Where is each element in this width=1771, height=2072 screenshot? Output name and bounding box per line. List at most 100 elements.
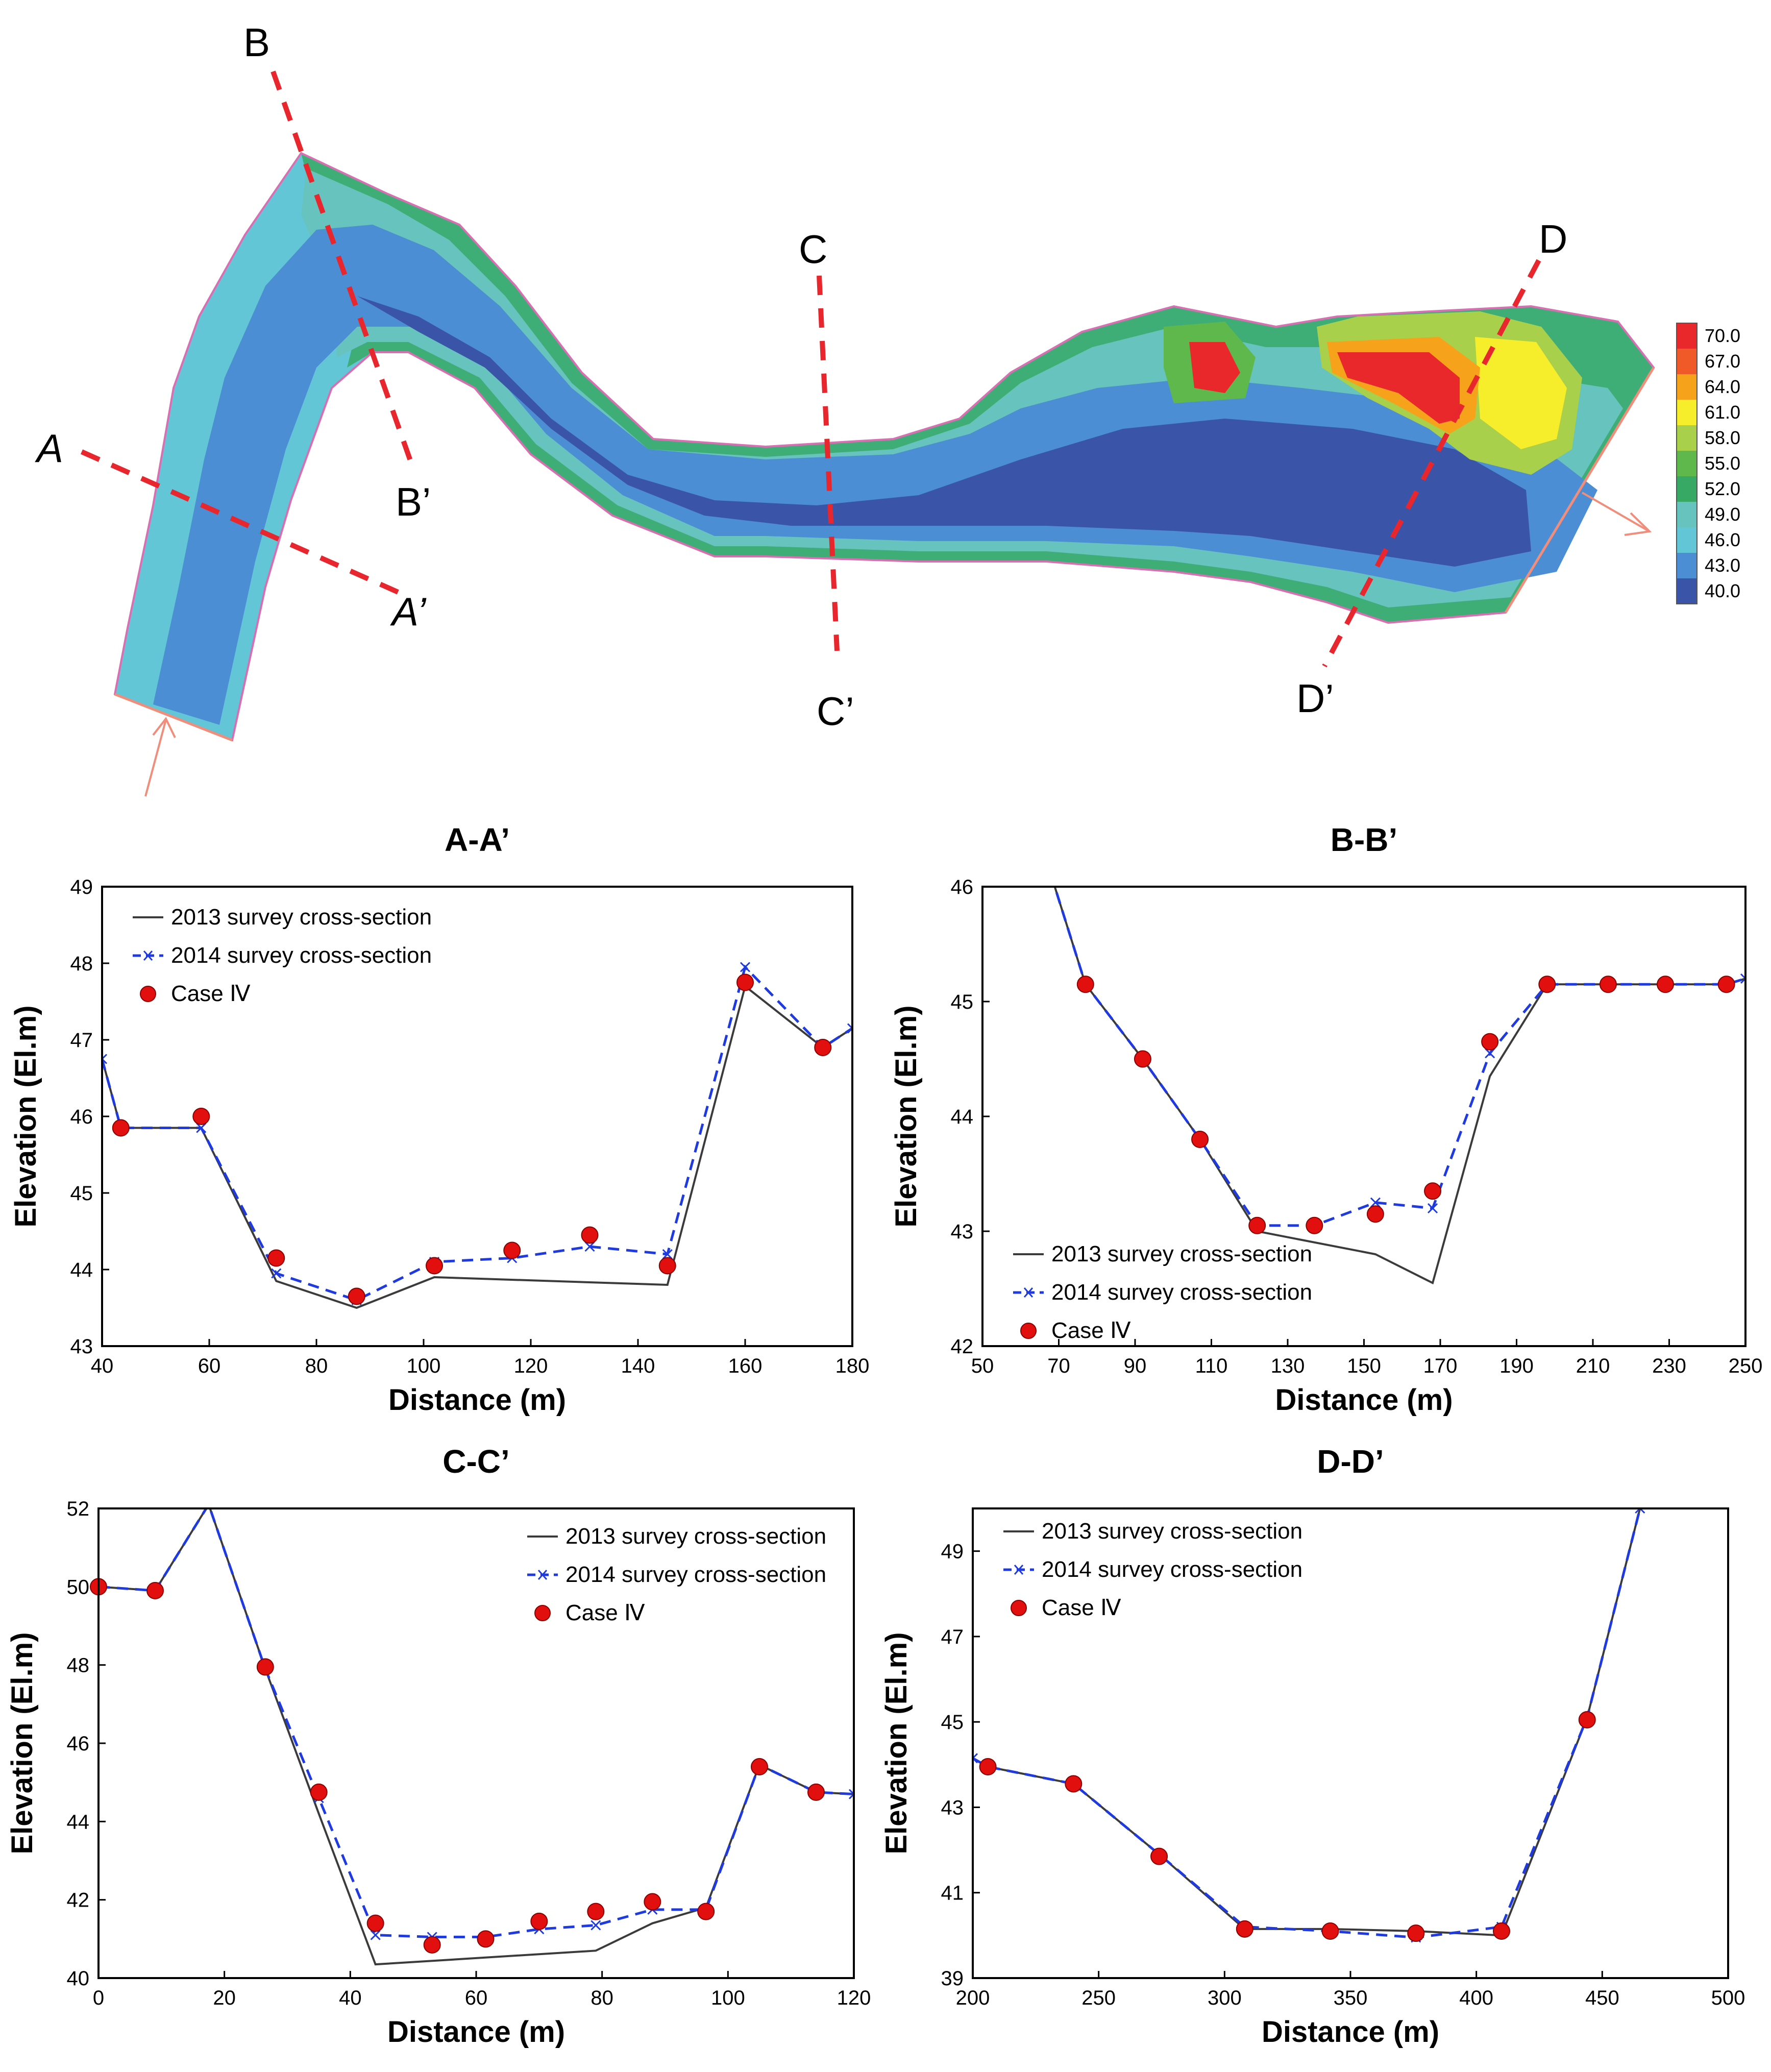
- chart-bb: B-B’ 50 70 90 110 130 150 170 190 210 230 250 42 43 44…: [890, 821, 1762, 1417]
- legend-marker-2014: [1023, 1287, 1034, 1298]
- legend-label-case-iv: Case Ⅳ: [565, 1600, 645, 1625]
- x-tick-label: 50: [971, 1355, 994, 1377]
- y-tick-label: 45: [951, 991, 974, 1013]
- series-line-2013: [1053, 887, 1745, 1285]
- legend-swatch-40: [1677, 578, 1697, 604]
- series-point-case-iv: [697, 1903, 715, 1920]
- legend-label-52: 52.0: [1705, 478, 1740, 499]
- y-tick-label: 44: [67, 1811, 90, 1833]
- series-point-2014: [1370, 1197, 1381, 1208]
- series-point-case-iv: [1493, 1922, 1510, 1940]
- contour-43: [153, 225, 1597, 725]
- series-point-2014: [1635, 1508, 1645, 1514]
- x-tick-label: 300: [1208, 1987, 1242, 2009]
- y-tick-label: 48: [70, 953, 93, 975]
- series-point-case-iv: [644, 1893, 661, 1911]
- y-tick-label: 48: [67, 1654, 90, 1677]
- series-line-2013: [99, 1508, 854, 1966]
- section-labels: A A’ B B’ C C’ D D’: [35, 20, 1567, 734]
- section-line-aa: [80, 449, 400, 595]
- series-point-case-iv: [1321, 1922, 1339, 1940]
- x-tick-label: 210: [1576, 1355, 1610, 1377]
- x-tick-label: 90: [1124, 1355, 1147, 1377]
- series-point-2014: [271, 1268, 282, 1279]
- chart-aa: A-A’ 40 60 80 100 120 140 160 180 43 44 45 46 47 48 49 D…: [9, 821, 869, 1417]
- plot-frame: [981, 886, 1747, 1347]
- x-tick-label: 140: [621, 1355, 655, 1377]
- label-a: A: [35, 426, 63, 471]
- legend-marker-2014: [1014, 1565, 1024, 1575]
- series-point-2014: [196, 1123, 207, 1133]
- series-point-case-iv: [807, 1783, 825, 1801]
- series-point-case-iv: [1599, 976, 1617, 993]
- legend: 2013 survey cross-section 2014 survey cro…: [1013, 1241, 1312, 1343]
- series-point-case-iv: [530, 1912, 548, 1930]
- y-tick-label: 45: [941, 1711, 964, 1734]
- x-axis-label: Distance (m): [1262, 2015, 1439, 2049]
- y-tick-label: 42: [951, 1335, 974, 1358]
- x-tick-label: 350: [1334, 1987, 1368, 2009]
- legend-swatch-46: [1677, 527, 1697, 553]
- series-line-2014: [1053, 887, 1745, 1227]
- legend-swatch-64: [1677, 374, 1697, 400]
- x-tick-label: 500: [1711, 1987, 1745, 2009]
- legend-label-55: 55.0: [1705, 453, 1740, 474]
- series-point-2014: [102, 1054, 108, 1064]
- legend-label-2014: 2014 survey cross-section: [1051, 1280, 1312, 1305]
- x-tick-label: 80: [591, 1987, 613, 2009]
- y-axis-label: Elevation (El.m): [9, 1005, 42, 1227]
- x-tick-label: 40: [91, 1355, 114, 1377]
- y-tick-label: 43: [70, 1335, 93, 1358]
- series-point-2014: [584, 1241, 595, 1252]
- x-tick-label: 120: [837, 1987, 871, 2009]
- inflow-arrow-icon: [144, 717, 176, 797]
- legend-label-49: 49.0: [1705, 504, 1740, 525]
- chart-cc: C-C’ 0 20 40 60 80 100 120 40 42 44 46 48 50 52 Distanc…: [6, 1443, 871, 2049]
- y-axis-label: Elevation (El.m): [880, 1632, 913, 1854]
- x-tick-label: 250: [1729, 1355, 1763, 1377]
- series-point-2014: [973, 1753, 978, 1764]
- outflow-arrow-icon: [1582, 492, 1652, 536]
- series-point-2014: [1047, 871, 1056, 880]
- section-line-dd: [1322, 259, 1541, 668]
- legend-label-2014: 2014 survey cross-section: [1042, 1557, 1302, 1582]
- series-point-case-iv: [658, 1257, 676, 1275]
- x-axis-label: Distance (m): [387, 2015, 565, 2049]
- color-legend: 70.0 67.0 64.0 61.0 58.0 55.0 52.0 49.0 …: [1676, 323, 1740, 604]
- series-point-2014: [662, 1249, 673, 1260]
- series-point-case-iv: [423, 1936, 441, 1954]
- series-point-case-iv: [1306, 1216, 1323, 1234]
- series-point-case-iv: [267, 1249, 285, 1267]
- section-lines: [80, 70, 1541, 668]
- series-point-case-iv: [1538, 976, 1556, 993]
- plot-area: [102, 962, 852, 1309]
- series-point-case-iv: [587, 1903, 605, 1920]
- legend-swatch-61: [1677, 400, 1697, 425]
- series-point-case-iv: [1366, 1205, 1384, 1223]
- x-tick-label: 100: [407, 1355, 441, 1377]
- series-line-2014: [99, 1508, 854, 1938]
- outflow-boundary: [1504, 367, 1655, 614]
- series-line-2014: [102, 964, 852, 1302]
- x-axis-label: Distance (m): [1275, 1383, 1453, 1417]
- series-point-case-iv: [112, 1119, 130, 1137]
- y-axis-label: Elevation (El.m): [890, 1005, 923, 1227]
- island-small-red: [1189, 342, 1240, 393]
- island-yellow: [1475, 337, 1567, 449]
- legend-swatch-55: [1677, 451, 1697, 476]
- x-tick-label: 400: [1459, 1987, 1493, 2009]
- label-b-prime: B’: [396, 479, 431, 524]
- series-point-case-iv: [1717, 976, 1735, 993]
- label-a-prime: A’: [390, 589, 427, 634]
- series-point-case-iv: [366, 1914, 384, 1932]
- series-point-case-iv: [426, 1257, 443, 1275]
- y-tick-label: 42: [67, 1889, 90, 1912]
- series-point-case-iv: [1481, 1033, 1499, 1051]
- plot-frame: [101, 886, 853, 1347]
- chart-title: C-C’: [442, 1443, 510, 1480]
- legend-label-2013: 2013 survey cross-section: [1042, 1519, 1302, 1544]
- legend-label-2014: 2014 survey cross-section: [565, 1562, 826, 1587]
- legend-marker-case-iv: [1011, 1600, 1027, 1616]
- y-tick-label: 49: [70, 876, 93, 898]
